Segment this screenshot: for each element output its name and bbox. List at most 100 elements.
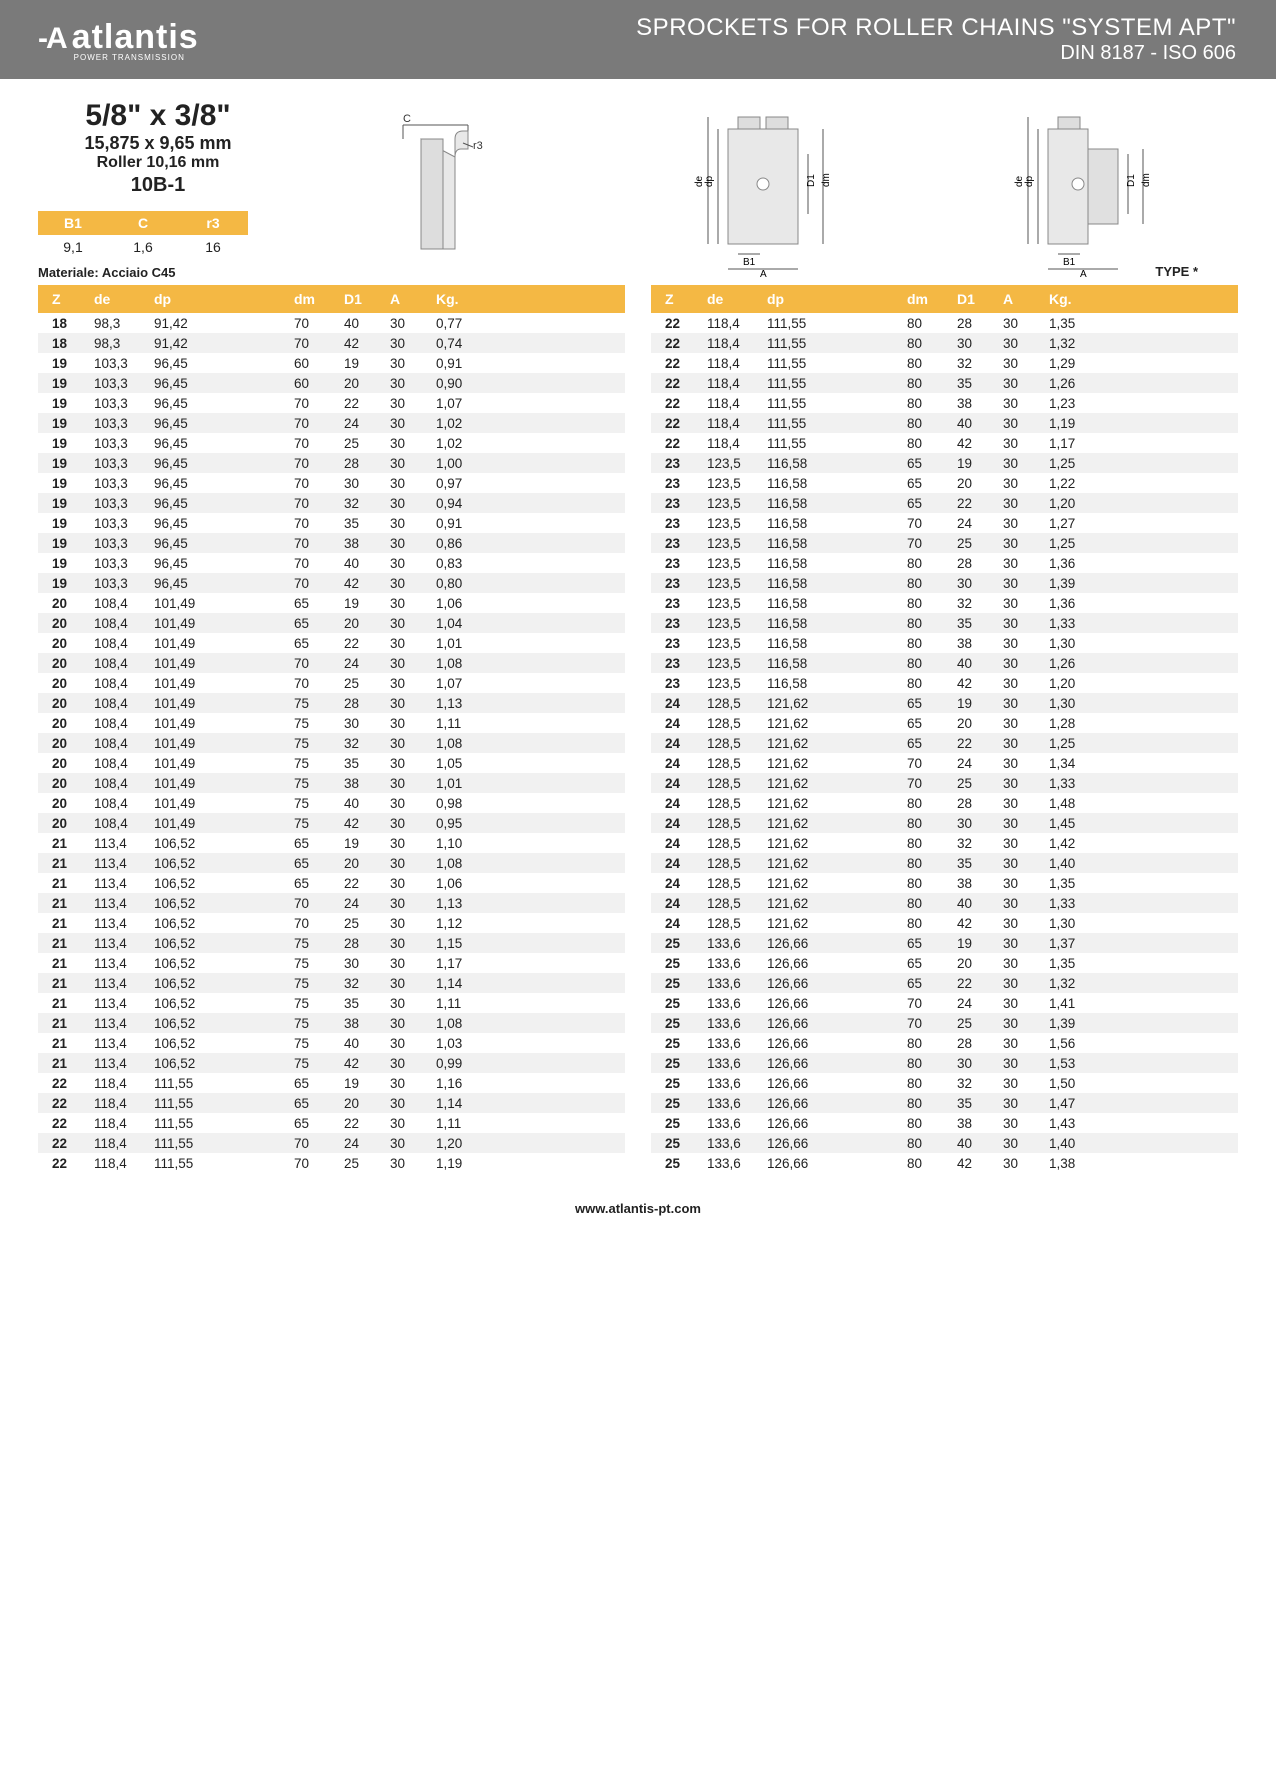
table-cell: 28 xyxy=(957,1036,1003,1051)
table-cell: 1,32 xyxy=(1049,336,1109,351)
table-cell: 1,20 xyxy=(1049,496,1109,511)
table-cell: 42 xyxy=(957,1156,1003,1171)
table-cell: 25 xyxy=(651,936,707,951)
table-cell: 25 xyxy=(651,1096,707,1111)
table-cell: 80 xyxy=(907,1036,957,1051)
table-cell: 65 xyxy=(294,1096,344,1111)
table-cell: 30 xyxy=(390,336,436,351)
table-cell: 80 xyxy=(907,436,957,451)
table-cell: 40 xyxy=(957,896,1003,911)
table-cell: 116,58 xyxy=(767,536,907,551)
table-cell: 1,39 xyxy=(1049,1016,1109,1031)
table-cell: 70 xyxy=(294,676,344,691)
table-cell: 30 xyxy=(390,1156,436,1171)
table-cell: 30 xyxy=(957,1056,1003,1071)
table-cell: 123,5 xyxy=(707,476,767,491)
table-cell: 40 xyxy=(957,656,1003,671)
table-cell: 21 xyxy=(38,936,94,951)
table-cell: 1,14 xyxy=(436,976,496,991)
table-cell: 1,08 xyxy=(436,856,496,871)
table-cell: 19 xyxy=(957,456,1003,471)
table-cell: 22 xyxy=(344,636,390,651)
svg-text:B1: B1 xyxy=(1063,257,1076,268)
table-cell: 20 xyxy=(957,716,1003,731)
table-cell: 30 xyxy=(390,796,436,811)
table-row: 23123,5116,588042301,20 xyxy=(651,673,1238,693)
table-cell: 80 xyxy=(907,396,957,411)
table-cell: 118,4 xyxy=(94,1096,154,1111)
table-cell: 96,45 xyxy=(154,396,294,411)
table-cell: 116,58 xyxy=(767,596,907,611)
table-cell: 80 xyxy=(907,1076,957,1091)
table-cell: 30 xyxy=(390,596,436,611)
col-kg: Kg. xyxy=(436,291,496,307)
table-row: 23123,5116,588030301,39 xyxy=(651,573,1238,593)
table-cell: 126,66 xyxy=(767,976,907,991)
table-cell: 20 xyxy=(957,476,1003,491)
table-cell: 70 xyxy=(294,456,344,471)
table-cell: 111,55 xyxy=(767,416,907,431)
table-cell: 1,32 xyxy=(1049,976,1109,991)
table-cell: 103,3 xyxy=(94,416,154,431)
table-cell: 30 xyxy=(390,836,436,851)
table-header: Z de dp dm D1 A Kg. xyxy=(651,285,1238,313)
table-row: 22118,4111,556522301,11 xyxy=(38,1113,625,1133)
table-cell: 1,27 xyxy=(1049,516,1109,531)
table-cell: 22 xyxy=(651,376,707,391)
table-cell: 103,3 xyxy=(94,536,154,551)
table-cell: 35 xyxy=(957,376,1003,391)
table-cell: 30 xyxy=(1003,896,1049,911)
table-cell: 1,01 xyxy=(436,776,496,791)
table-cell: 22 xyxy=(651,316,707,331)
table-cell: 22 xyxy=(957,496,1003,511)
table-cell: 24 xyxy=(651,796,707,811)
table-row: 23123,5116,588035301,33 xyxy=(651,613,1238,633)
table-row: 21113,4106,526520301,08 xyxy=(38,853,625,873)
table-cell: 32 xyxy=(344,736,390,751)
table-cell: 30 xyxy=(1003,696,1049,711)
col-dp: dp xyxy=(154,291,294,307)
table-cell: 75 xyxy=(294,716,344,731)
table-cell: 98,3 xyxy=(94,336,154,351)
table-cell: 30 xyxy=(1003,936,1049,951)
table-row: 24128,5121,628038301,35 xyxy=(651,873,1238,893)
table-cell: 118,4 xyxy=(707,336,767,351)
table-cell: 65 xyxy=(294,1076,344,1091)
table-cell: 121,62 xyxy=(767,696,907,711)
table-row: 21113,4106,527024301,13 xyxy=(38,893,625,913)
table-cell: 70 xyxy=(294,536,344,551)
page-title: SPROCKETS FOR ROLLER CHAINS "SYSTEM APT" xyxy=(636,14,1236,42)
table-cell: 30 xyxy=(1003,596,1049,611)
table-cell: 25 xyxy=(344,916,390,931)
table-cell: 113,4 xyxy=(94,896,154,911)
table-cell: 18 xyxy=(38,316,94,331)
table-cell: 28 xyxy=(344,456,390,471)
table-row: 19103,396,457040300,83 xyxy=(38,553,625,573)
table-cell: 103,3 xyxy=(94,516,154,531)
svg-text:dm: dm xyxy=(1141,173,1152,187)
table-cell: 24 xyxy=(651,756,707,771)
dim-val-b1: 9,1 xyxy=(38,235,108,259)
table-cell: 30 xyxy=(1003,996,1049,1011)
table-cell: 1,50 xyxy=(1049,1076,1109,1091)
table-row: 23123,5116,588038301,30 xyxy=(651,633,1238,653)
table-cell: 0,99 xyxy=(436,1056,496,1071)
table-cell: 80 xyxy=(907,1096,957,1111)
table-cell: 121,62 xyxy=(767,816,907,831)
table-cell: 25 xyxy=(651,1136,707,1151)
table-cell: 24 xyxy=(957,756,1003,771)
table-cell: 30 xyxy=(1003,456,1049,471)
table-cell: 20 xyxy=(957,956,1003,971)
table-cell: 106,52 xyxy=(154,916,294,931)
table-cell: 30 xyxy=(1003,716,1049,731)
table-cell: 111,55 xyxy=(767,436,907,451)
table-cell: 30 xyxy=(390,496,436,511)
table-cell: 128,5 xyxy=(707,756,767,771)
table-cell: 118,4 xyxy=(94,1136,154,1151)
table-cell: 0,91 xyxy=(436,516,496,531)
table-row: 20108,4101,496520301,04 xyxy=(38,613,625,633)
table-row: 19103,396,456020300,90 xyxy=(38,373,625,393)
table-cell: 30 xyxy=(1003,836,1049,851)
table-cell: 25 xyxy=(651,956,707,971)
table-cell: 30 xyxy=(1003,816,1049,831)
